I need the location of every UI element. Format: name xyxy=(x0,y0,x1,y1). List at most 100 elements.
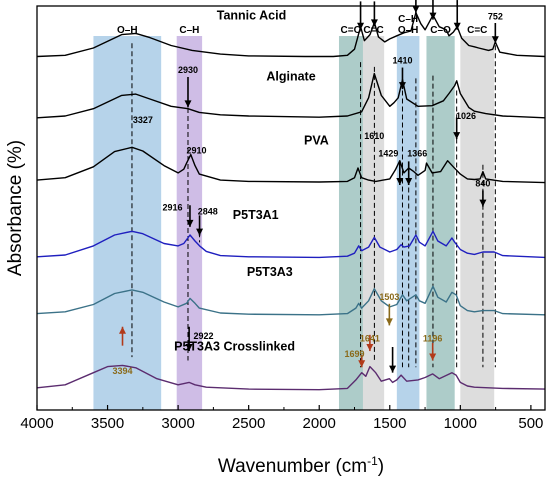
x-tick-label-7: 500 xyxy=(518,415,543,432)
peak-label-11: 2910 xyxy=(186,145,206,155)
peak-label-18: 2922 xyxy=(193,331,213,341)
peak-arrows xyxy=(119,0,499,373)
band-6 xyxy=(460,36,495,410)
arrow-head-17 xyxy=(429,353,437,361)
band-5 xyxy=(426,36,455,410)
peak-label-5: 752 xyxy=(488,12,503,22)
dashed-guide-lines xyxy=(131,43,496,368)
arrow-10 xyxy=(405,161,413,185)
arrow-3 xyxy=(429,0,437,20)
x-tick-label-3: 2500 xyxy=(232,415,265,432)
band-label-3-0: C=C xyxy=(363,25,383,36)
arrow-head-3 xyxy=(429,12,437,20)
arrow-8 xyxy=(453,117,461,140)
y-axis-label: Absorbance (%) xyxy=(5,140,26,276)
arrow-1 xyxy=(370,1,378,27)
arrow-head-2 xyxy=(412,5,420,13)
arrow-head-15 xyxy=(185,344,193,352)
arrow-5 xyxy=(491,23,499,44)
arrow-head-10 xyxy=(405,178,413,185)
series-line-0 xyxy=(36,11,546,58)
peak-label-7: 1410 xyxy=(392,56,412,66)
band-label-6-0: C=C xyxy=(467,25,487,36)
peak-label-21: 1699 xyxy=(344,349,364,359)
band-2 xyxy=(338,36,363,410)
band-3 xyxy=(362,36,385,410)
peak-label-22: 3394 xyxy=(112,366,132,376)
x-tick-label-6: 1000 xyxy=(444,415,477,432)
band-label-5-0: C–O xyxy=(430,25,451,36)
arrow-15 xyxy=(185,326,193,352)
peak-label-8: 3327 xyxy=(133,115,153,125)
arrow-head-7 xyxy=(398,82,406,90)
arrow-head-13 xyxy=(196,228,204,236)
arrow-head-1 xyxy=(370,19,378,27)
series-line-1 xyxy=(36,72,546,119)
series-label-2: PVA xyxy=(304,134,329,148)
arrow-17 xyxy=(429,342,437,361)
series-labels: Tannic Acid Alginate PVA P5T3A1 P5T3A3 P5T3A3… xyxy=(174,9,329,354)
peak-label-17: 1503 xyxy=(379,292,399,302)
arrow-11 xyxy=(479,190,487,207)
arrow-19 xyxy=(119,326,127,346)
plot-frame xyxy=(36,5,546,411)
band-label-4-0: C–H xyxy=(398,14,418,25)
peak-label-19: 1641 xyxy=(360,334,380,344)
x-axis-label-main: Wavenumber (cm xyxy=(218,456,367,477)
arrow-head-12 xyxy=(186,219,194,227)
series-label-0: Tannic Acid xyxy=(217,9,286,23)
arrow-16 xyxy=(366,334,374,352)
arrow-head-6 xyxy=(184,100,192,108)
arrow-13 xyxy=(196,215,204,236)
series-label-4: P5T3A3 xyxy=(247,265,293,279)
arrow-head-4 xyxy=(453,22,461,30)
arrow-head-20 xyxy=(389,365,397,373)
arrow-18 xyxy=(358,355,366,368)
arrow-head-5 xyxy=(491,36,499,44)
x-axis-label-suffix: ) xyxy=(378,456,384,477)
arrow-head-8 xyxy=(453,132,461,140)
spectra-series xyxy=(36,11,546,391)
series-label-1: Alginate xyxy=(266,69,315,83)
series-line-5 xyxy=(36,364,546,391)
peak-label-12: 1429 xyxy=(378,149,398,159)
arrow-12 xyxy=(186,205,194,227)
x-tick-label-4: 2000 xyxy=(303,415,336,432)
peak-label-15: 2916 xyxy=(162,203,182,213)
band-0 xyxy=(93,36,162,410)
peak-label-16: 2848 xyxy=(198,207,218,217)
arrow-head-14 xyxy=(385,318,393,326)
arrow-2 xyxy=(412,0,420,13)
x-axis-label: Wavenumber (cm-1) xyxy=(218,454,384,477)
peak-label-20: 1196 xyxy=(423,334,443,344)
x-axis-label-sup: -1 xyxy=(367,454,378,468)
arrow-head-9 xyxy=(396,178,404,185)
series-label-3: P5T3A1 xyxy=(233,208,279,222)
arrow-head-0 xyxy=(357,22,365,30)
peak-label-6: 2930 xyxy=(178,65,198,75)
series-line-3 xyxy=(36,230,546,259)
peak-label-9: 1026 xyxy=(456,111,476,121)
arrow-4 xyxy=(453,0,461,30)
x-tick-label-1: 3500 xyxy=(91,415,124,432)
peak-label-10: 1610 xyxy=(364,131,384,141)
arrow-20 xyxy=(389,347,397,373)
band-label-0-0: O–H xyxy=(117,25,138,36)
band-label-1-0: C–H xyxy=(179,25,199,36)
arrow-head-19 xyxy=(119,326,127,334)
arrow-head-16 xyxy=(366,344,374,352)
peak-labels: 1707160913151194102275229301410332710261… xyxy=(112,12,503,376)
arrow-9 xyxy=(396,161,404,185)
series-line-4 xyxy=(36,285,546,316)
series-line-2 xyxy=(36,146,546,184)
arrow-head-11 xyxy=(479,199,487,207)
arrow-14 xyxy=(385,303,393,326)
peak-label-13: 1366 xyxy=(407,149,427,159)
arrow-7 xyxy=(398,67,406,90)
x-axis-ticks: 4000 3500 3000 2500 2000 1500 1000 500 xyxy=(20,405,543,432)
x-tick-label-5: 1500 xyxy=(373,415,406,432)
arrow-6 xyxy=(184,77,192,108)
band-label-2-0: C=O xyxy=(341,25,362,36)
arrow-head-18 xyxy=(358,360,366,368)
